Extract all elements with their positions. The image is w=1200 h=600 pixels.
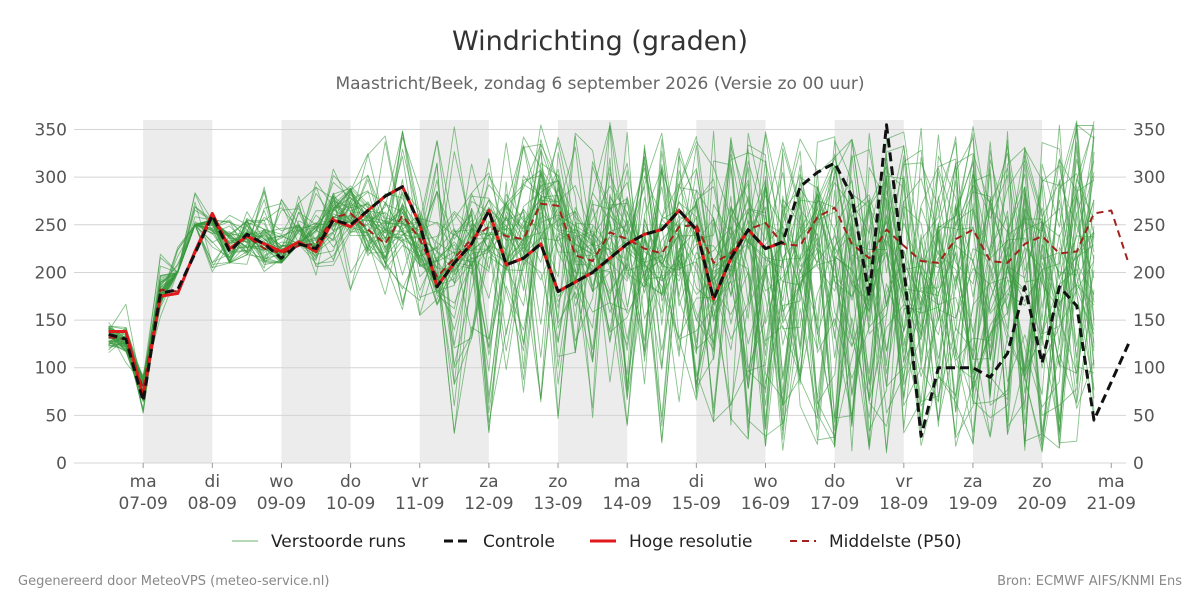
ensemble-run-38 xyxy=(108,134,1095,449)
x-tick-date-20-09: 20-09 xyxy=(1017,494,1066,514)
y-tick-right-300: 300 xyxy=(1133,168,1165,188)
legend-label-ensemble: Verstoorde runs xyxy=(271,532,406,552)
y-tick-left-100: 100 xyxy=(35,359,67,379)
x-tick-date-15-09: 15-09 xyxy=(672,494,721,514)
y-tick-labels-right: 0 50 100 150 200 250 300 350 xyxy=(1133,121,1165,474)
x-tick-day-20-09: zo xyxy=(1032,472,1051,492)
x-tick-date-07-09: 07-09 xyxy=(118,494,167,514)
x-tick-labels: ma07-09di08-09wo09-09do10-09vr11-09za12-… xyxy=(118,463,1136,514)
x-tick-day-14-09: ma xyxy=(614,472,641,492)
y-tick-right-250: 250 xyxy=(1133,216,1165,236)
x-tick-date-11-09: 11-09 xyxy=(395,494,444,514)
ensemble-run-42 xyxy=(108,120,1095,418)
median-line xyxy=(108,202,1130,390)
y-tick-right-100: 100 xyxy=(1133,359,1165,379)
ensemble-run-45 xyxy=(108,154,1095,424)
x-tick-date-09-09: 09-09 xyxy=(257,494,306,514)
y-tick-left-250: 250 xyxy=(35,216,67,236)
x-tick-day-11-09: vr xyxy=(411,472,428,492)
y-tick-left-150: 150 xyxy=(35,311,67,331)
y-tick-labels-left: 0 50 100 150 200 250 300 350 xyxy=(35,121,67,474)
x-tick-date-18-09: 18-09 xyxy=(879,494,928,514)
y-tick-left-50: 50 xyxy=(45,406,67,426)
footer-source: Bron: ECMWF AIFS/KNMI Ens xyxy=(997,574,1182,589)
x-tick-date-12-09: 12-09 xyxy=(464,494,513,514)
y-tick-right-150: 150 xyxy=(1133,311,1165,331)
day-band-09-09 xyxy=(281,120,351,463)
y-tick-left-350: 350 xyxy=(35,121,67,141)
y-tick-right-50: 50 xyxy=(1133,406,1155,426)
x-tick-date-21-09: 21-09 xyxy=(1087,494,1136,514)
legend-label-median: Middelste (P50) xyxy=(829,532,962,552)
x-tick-day-12-09: za xyxy=(479,472,498,492)
y-tick-left-0: 0 xyxy=(56,454,67,474)
ensemble-run-39 xyxy=(108,135,1095,451)
x-tick-day-13-09: zo xyxy=(548,472,567,492)
y-tick-left-200: 200 xyxy=(35,263,67,283)
chart-title: Windrichting (graden) xyxy=(452,26,748,57)
legend: Verstoorde runs Controle Hoge resolutie … xyxy=(232,532,962,552)
x-tick-date-17-09: 17-09 xyxy=(810,494,859,514)
x-tick-date-14-09: 14-09 xyxy=(602,494,651,514)
x-tick-date-13-09: 13-09 xyxy=(533,494,582,514)
y-tick-right-350: 350 xyxy=(1133,121,1165,141)
x-tick-date-19-09: 19-09 xyxy=(948,494,997,514)
x-tick-day-19-09: za xyxy=(963,472,982,492)
y-tick-left-300: 300 xyxy=(35,168,67,188)
control-line xyxy=(108,123,1130,438)
x-tick-day-07-09: ma xyxy=(130,472,157,492)
x-tick-day-18-09: vr xyxy=(895,472,912,492)
footer-generated-by: Gegenereerd door MeteoVPS (meteo-service… xyxy=(18,574,329,589)
y-tick-right-0: 0 xyxy=(1133,454,1144,474)
x-tick-day-10-09: do xyxy=(340,472,361,492)
ensemble-run-43 xyxy=(108,132,1095,447)
ensemble-run-46 xyxy=(108,145,1095,408)
x-tick-date-10-09: 10-09 xyxy=(326,494,375,514)
chart-subtitle: Maastricht/Beek, zondag 6 september 2026… xyxy=(335,74,864,94)
x-tick-date-16-09: 16-09 xyxy=(741,494,790,514)
x-tick-day-16-09: wo xyxy=(753,472,777,492)
x-tick-day-17-09: do xyxy=(824,472,845,492)
main-series xyxy=(108,123,1130,438)
ensemble-run-48 xyxy=(108,124,1095,447)
legend-label-hires: Hoge resolutie xyxy=(629,532,753,552)
x-tick-day-08-09: di xyxy=(205,472,221,492)
x-tick-day-15-09: di xyxy=(689,472,705,492)
x-tick-date-08-09: 08-09 xyxy=(188,494,237,514)
y-tick-right-200: 200 xyxy=(1133,263,1165,283)
legend-label-control: Controle xyxy=(483,532,555,552)
ensemble-run-47 xyxy=(108,131,1095,448)
x-tick-day-09-09: wo xyxy=(269,472,293,492)
x-tick-day-21-09: ma xyxy=(1098,472,1125,492)
